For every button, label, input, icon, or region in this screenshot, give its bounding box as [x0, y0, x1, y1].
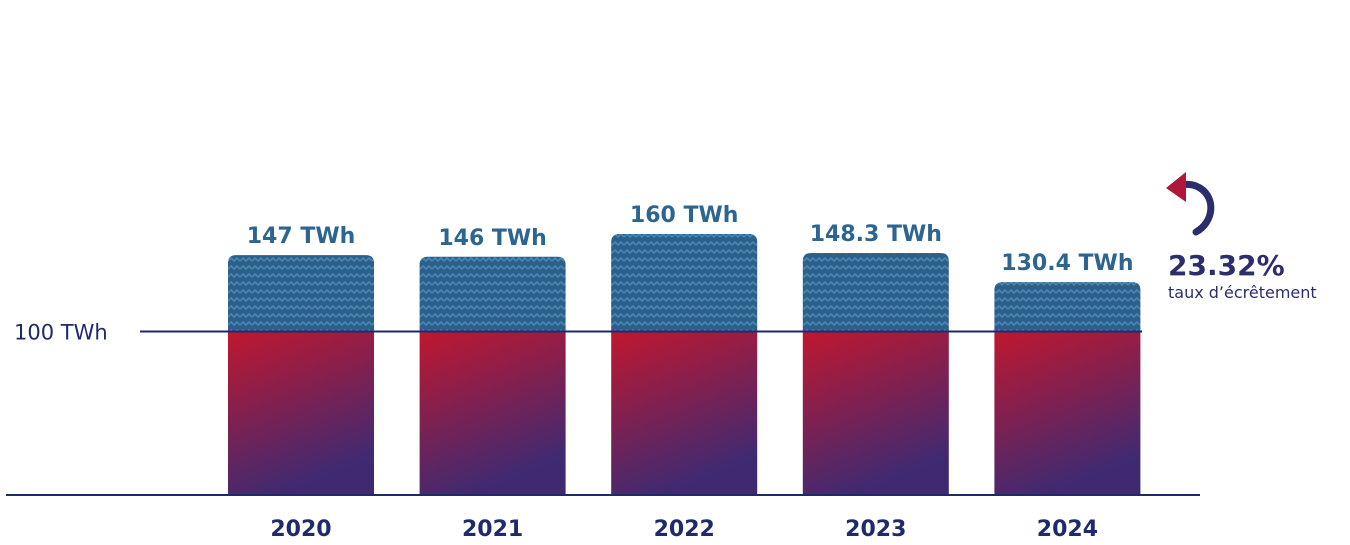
value-label-2020: 147 TWh	[247, 224, 356, 249]
bar-upper-2024	[994, 282, 1141, 332]
x-tick-2022: 2022	[654, 517, 715, 541]
bar-lower-2021	[419, 331, 566, 494]
value-label-2024: 130.4 TWh	[1001, 251, 1133, 276]
annotation-label: taux d’écrêtement	[1168, 283, 1317, 302]
bar-lower-2022	[611, 331, 758, 494]
annotation-value: 23.32%	[1168, 249, 1285, 282]
x-tick-2021: 2021	[462, 517, 523, 541]
bar-lower-2024	[994, 331, 1141, 494]
bar-lower-2020	[228, 331, 374, 494]
value-label-2021: 146 TWh	[438, 226, 547, 251]
arrow-head-icon	[1166, 172, 1186, 202]
bar-upper-2020	[228, 255, 374, 332]
bar-upper-2023	[802, 253, 949, 332]
value-label-2023: 148.3 TWh	[810, 222, 942, 247]
bar-upper-2021	[419, 256, 566, 332]
bar-upper-2022	[611, 234, 758, 332]
x-tick-2020: 2020	[270, 517, 331, 541]
reference-line-label: 100 TWh	[14, 321, 108, 345]
value-label-2022: 160 TWh	[630, 203, 739, 228]
bar-lower-2023	[802, 331, 949, 494]
value-labels: 147 TWh 146 TWh 160 TWh 148.3 TWh 130.4 TWh	[247, 203, 1134, 276]
bars	[228, 234, 1141, 494]
x-tick-2024: 2024	[1037, 517, 1098, 541]
x-tick-labels: 2020 2021 2022 2023 2024	[270, 517, 1098, 542]
x-tick-2023: 2023	[845, 517, 906, 541]
